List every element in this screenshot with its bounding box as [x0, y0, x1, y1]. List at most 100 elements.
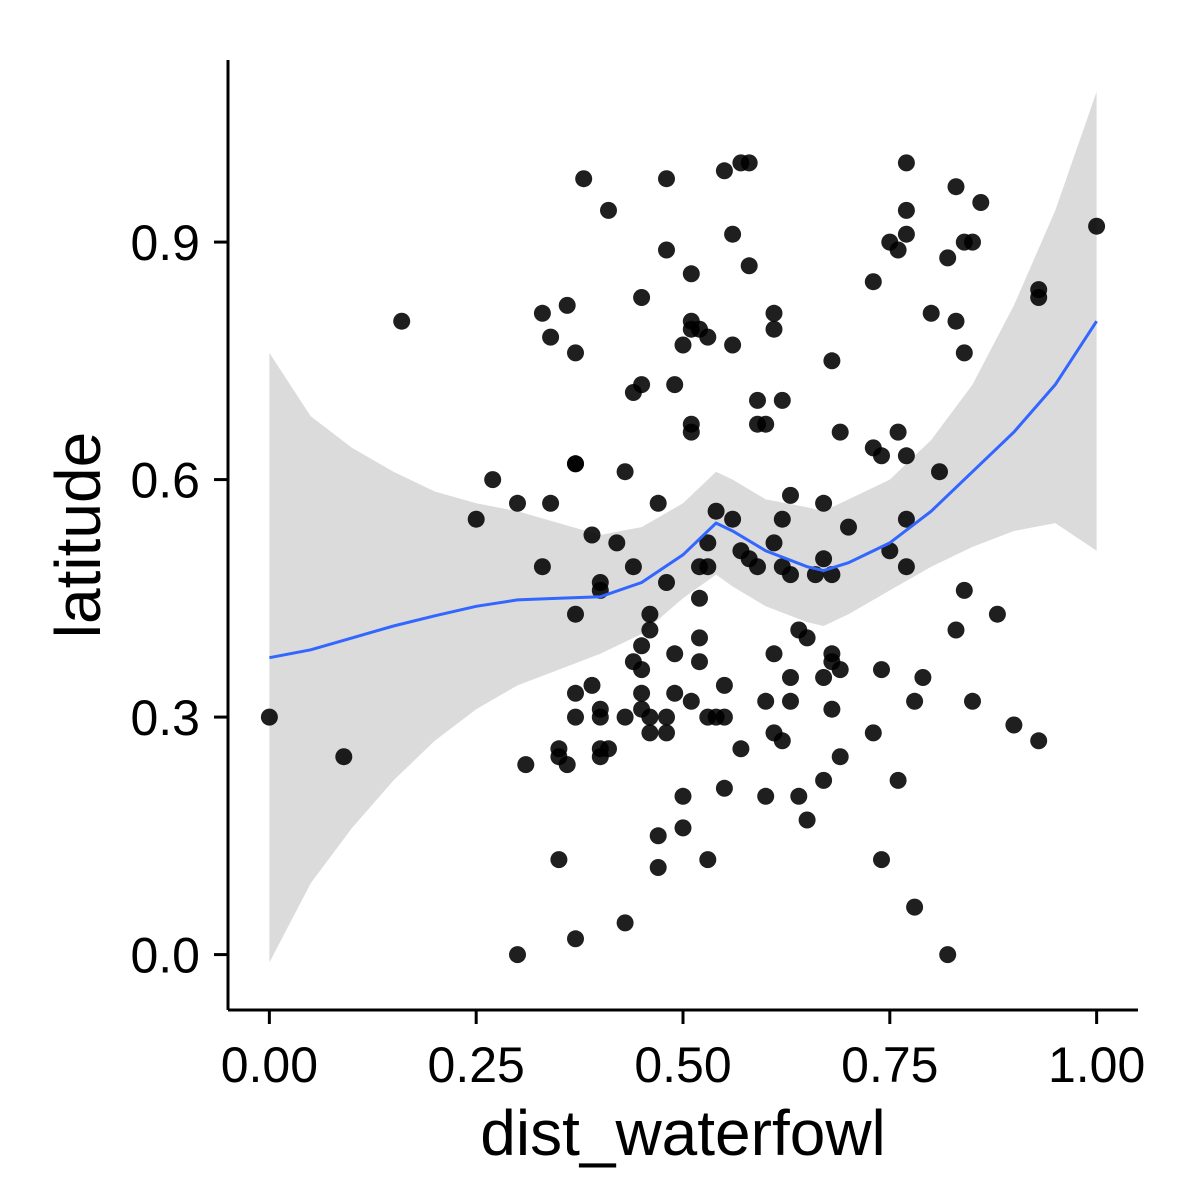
- data-point: [633, 661, 651, 679]
- data-point: [897, 447, 915, 465]
- data-point: [649, 859, 667, 876]
- data-point: [567, 455, 584, 473]
- data-point: [707, 502, 725, 520]
- data-point: [790, 787, 808, 805]
- y-axis-title: latitude: [42, 432, 114, 638]
- x-axis-ticks: 0.00 0.25 0.50 0.75 1.00: [221, 1010, 1145, 1093]
- data-point: [889, 771, 907, 789]
- data-point: [1030, 289, 1048, 306]
- data-point: [624, 558, 642, 576]
- data-point: [749, 391, 766, 409]
- data-point: [467, 510, 485, 528]
- data-point: [633, 289, 651, 306]
- x-tick-label: 1.00: [1048, 1037, 1145, 1093]
- data-point: [550, 740, 568, 758]
- data-point: [757, 415, 775, 433]
- data-point: [757, 692, 775, 710]
- data-point: [682, 692, 700, 710]
- data-point: [864, 273, 882, 291]
- data-point: [765, 645, 783, 663]
- data-point: [972, 194, 990, 211]
- data-points: [260, 154, 1106, 964]
- data-point: [575, 170, 593, 188]
- data-point: [715, 676, 733, 694]
- data-point: [674, 819, 692, 837]
- data-point: [840, 518, 857, 536]
- data-point: [542, 494, 560, 512]
- data-point: [897, 201, 915, 219]
- data-point: [533, 304, 551, 322]
- data-point: [765, 534, 783, 552]
- data-point: [633, 376, 651, 394]
- data-point: [749, 558, 766, 576]
- data-point: [641, 621, 659, 639]
- data-point: [964, 233, 981, 251]
- data-point: [914, 669, 932, 686]
- data-point: [666, 645, 684, 663]
- data-point: [641, 605, 659, 623]
- data-point: [682, 415, 700, 433]
- data-point: [798, 811, 816, 829]
- data-point: [616, 708, 634, 726]
- data-point: [782, 692, 799, 710]
- data-point: [691, 629, 708, 647]
- data-point: [666, 376, 684, 394]
- data-point: [955, 344, 973, 362]
- smooth-line: [269, 320, 1098, 660]
- data-point: [567, 708, 584, 726]
- data-point: [658, 170, 675, 188]
- data-point: [509, 494, 526, 512]
- data-point: [815, 550, 833, 568]
- data-point: [815, 771, 833, 789]
- data-point: [715, 162, 733, 180]
- data-point: [558, 296, 576, 314]
- data-point: [831, 748, 849, 766]
- data-point: [509, 946, 526, 964]
- data-point: [815, 494, 833, 512]
- data-point: [591, 574, 609, 591]
- data-point: [1030, 732, 1048, 750]
- data-point: [517, 756, 535, 774]
- data-point: [773, 510, 791, 528]
- data-point: [682, 265, 700, 283]
- data-point: [798, 629, 816, 647]
- data-point: [567, 605, 584, 623]
- data-point: [724, 336, 742, 354]
- data-point: [947, 178, 965, 196]
- data-point: [533, 558, 551, 576]
- data-point: [616, 914, 634, 932]
- data-point: [765, 304, 783, 322]
- data-point: [616, 463, 634, 481]
- data-point: [955, 581, 973, 599]
- data-point: [699, 328, 717, 346]
- data-point: [567, 344, 584, 362]
- data-point: [567, 930, 584, 948]
- data-point: [691, 589, 708, 607]
- data-point: [922, 304, 940, 322]
- data-point: [897, 510, 915, 528]
- data-point: [542, 328, 560, 346]
- x-tick-label: 0.25: [428, 1037, 525, 1093]
- data-point: [873, 851, 890, 869]
- data-point: [823, 700, 841, 718]
- data-point: [724, 225, 742, 243]
- data-point: [931, 463, 948, 481]
- data-point: [906, 692, 924, 710]
- data-point: [335, 748, 353, 766]
- data-point: [649, 827, 667, 845]
- y-axis-ticks: 0.0 0.3 0.6 0.9: [130, 215, 228, 984]
- data-point: [873, 447, 890, 465]
- data-point: [947, 621, 965, 639]
- data-point: [889, 241, 907, 259]
- data-point: [947, 312, 965, 330]
- data-point: [658, 574, 675, 591]
- data-point: [765, 320, 783, 338]
- data-point: [699, 534, 717, 552]
- data-point: [641, 724, 659, 742]
- data-point: [649, 494, 667, 512]
- data-point: [1088, 217, 1106, 235]
- data-point: [1005, 716, 1023, 734]
- data-point: [674, 787, 692, 805]
- data-point: [988, 605, 1006, 623]
